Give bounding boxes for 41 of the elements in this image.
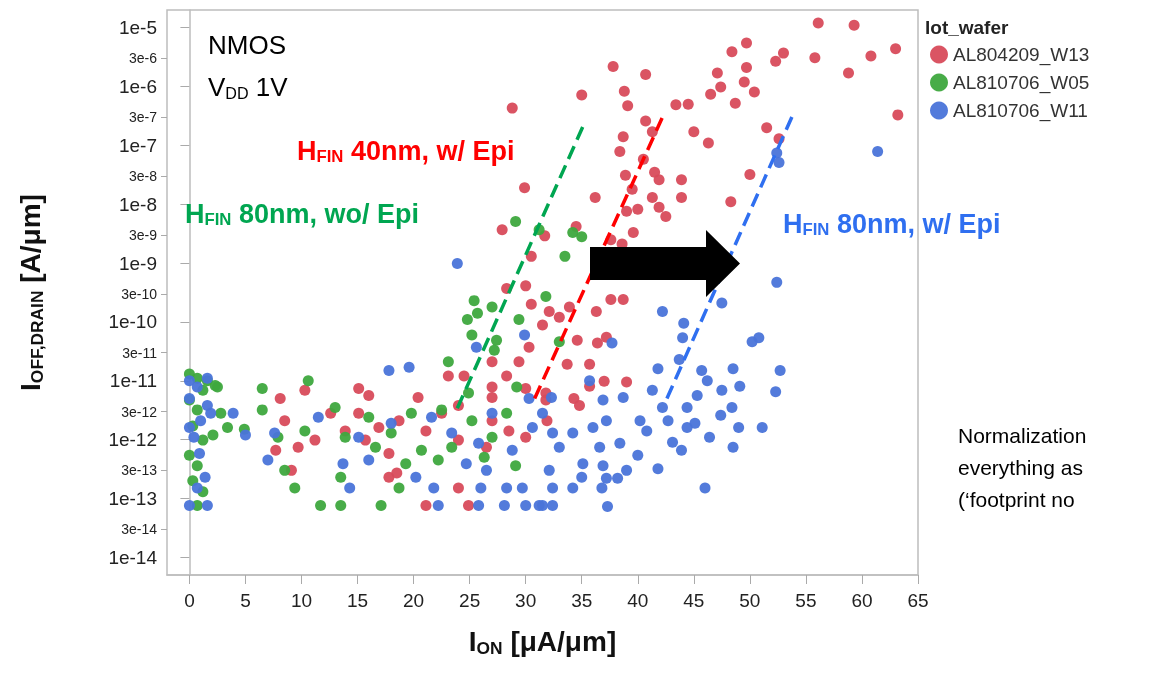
x-tick-label: 45 <box>683 590 705 611</box>
x-tick-label: 30 <box>515 590 537 611</box>
legend-title: lot_wafer <box>925 17 1010 38</box>
y-axis-title: IOFF,DRAIN [A/μm] <box>14 194 47 391</box>
x-tick-label: 50 <box>739 590 761 611</box>
x-tick-label: 40 <box>627 590 649 611</box>
x-tick-label: 0 <box>184 590 195 611</box>
y-tick-label: 1e-7 <box>118 134 157 156</box>
y-tick-label: 3e-9 <box>128 227 158 243</box>
y-tick-label: 1e-11 <box>109 370 157 392</box>
text: Normalization everything as (‘footprint no <box>958 424 1087 511</box>
y-tick-label: 3e-13 <box>121 462 158 479</box>
y-tick-label: 1e-12 <box>108 429 157 451</box>
y-tick-label: 3e-12 <box>121 403 158 420</box>
annotation: NMOS <box>208 30 286 60</box>
y-tick-label: 3e-8 <box>128 168 158 185</box>
y-tick-label: 3e-11 <box>122 344 158 361</box>
x-tick-label: 10 <box>290 590 313 611</box>
legend-label: AL810706_W05 <box>953 72 1090 94</box>
y-tick-label: 1e-5 <box>118 17 157 39</box>
x-tick-label: 15 <box>346 590 369 611</box>
x-tick-label: 20 <box>403 590 425 611</box>
y-tick-label: 1e-9 <box>118 252 157 274</box>
x-tick-label: 25 <box>459 590 481 611</box>
y-tick-label: 1e-8 <box>118 193 157 215</box>
x-tick-label: 60 <box>851 590 873 611</box>
y-tick-label: 1e-14 <box>108 546 158 568</box>
y-tick-label: 3e-10 <box>121 285 158 302</box>
annotation: VDD 1V <box>208 72 289 102</box>
y-tick-label: 3e-6 <box>128 50 158 67</box>
legend-label: AL804209_W13 <box>953 44 1090 66</box>
y-tick-label: 3e-14 <box>121 521 158 538</box>
y-tick-label: 1e-13 <box>108 487 157 509</box>
y-tick-label: 1e-6 <box>118 76 157 98</box>
x-tick-label: 5 <box>240 590 251 611</box>
y-tick-label: 1e-10 <box>108 311 157 333</box>
x-tick-label: 55 <box>795 590 817 611</box>
y-tick-label: 3e-7 <box>128 109 158 126</box>
x-tick-label: 35 <box>571 590 593 611</box>
x-tick-label: 65 <box>907 590 929 611</box>
legend-label: AL810706_W11 <box>953 100 1088 122</box>
